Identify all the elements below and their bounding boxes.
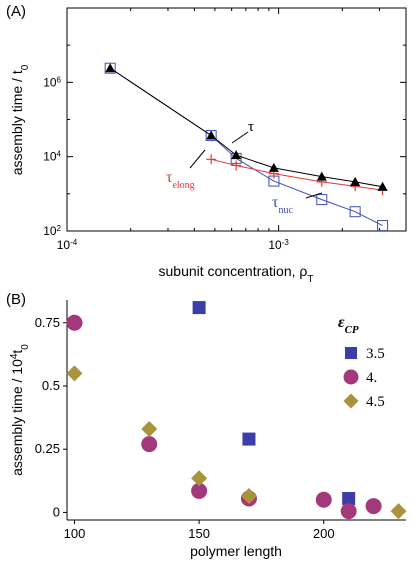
data-point-circle xyxy=(340,503,357,520)
series-line xyxy=(109,67,383,188)
data-point-triangle xyxy=(350,176,361,186)
data-point-diamond xyxy=(240,487,257,504)
data-point-circle xyxy=(365,498,382,515)
data-point-plus xyxy=(206,154,217,165)
data-point-square xyxy=(342,492,356,506)
data-point-triangle xyxy=(377,181,388,191)
panel-a-series xyxy=(104,62,389,232)
y-tick-label: 0.25 xyxy=(35,441,60,456)
data-point-diamond xyxy=(191,470,208,487)
data-point-square xyxy=(377,220,389,232)
panel-a-y-axis-label: assembly time / t0 xyxy=(9,64,31,175)
x-tick-label: 10-4 xyxy=(57,238,78,253)
y-tick-label: 0.5 xyxy=(42,378,60,393)
annotation-tau-nuc: τnuc xyxy=(272,194,293,216)
series-4. xyxy=(66,314,382,520)
panel-b: (B) assembly time / 104t0 polymer length… xyxy=(6,291,407,559)
annotation-tau-elong-leader xyxy=(189,149,206,169)
series-tau xyxy=(105,63,388,191)
data-point-circle xyxy=(315,491,332,508)
data-point-triangle xyxy=(206,130,217,140)
data-point-diamond xyxy=(66,365,83,382)
y-tick-label: 106 xyxy=(43,75,61,90)
panel-a-label: (A) xyxy=(6,3,26,20)
x-tick-label: 150 xyxy=(188,526,210,541)
panel-b-ticks: 100 150 200 0 0.25 0.5 0.75 xyxy=(35,315,335,541)
series-line xyxy=(109,67,383,227)
series-elong xyxy=(206,154,388,196)
x-tick-label: 100 xyxy=(64,526,86,541)
data-point-square xyxy=(349,206,361,218)
series-nuc xyxy=(104,62,389,232)
series-line xyxy=(211,158,383,191)
panel-b-x-axis-label: polymer length xyxy=(190,543,282,559)
series-4.5 xyxy=(66,365,407,520)
panel-b-series xyxy=(66,301,407,520)
legend-entry-label: 4.5 xyxy=(366,394,385,410)
data-point-triangle xyxy=(316,171,327,181)
annotation-tau-nuc-leader xyxy=(305,192,323,199)
data-point-plus xyxy=(231,160,242,171)
annotation-tau-leader xyxy=(231,131,249,144)
legend-title: εCP xyxy=(338,314,359,336)
data-point-circle xyxy=(191,482,208,499)
data-point-circle xyxy=(343,369,359,385)
data-point-triangle xyxy=(231,150,242,160)
data-point-diamond xyxy=(141,420,158,437)
panel-b-y-axis-label: assembly time / 104t0 xyxy=(9,344,31,476)
y-tick-label: 104 xyxy=(43,149,61,164)
data-point-triangle xyxy=(268,162,279,172)
y-tick-label: 0 xyxy=(53,504,60,519)
y-tick-label: 0.75 xyxy=(35,315,60,330)
panel-a: (A) assembly time / t0 subunit concentra… xyxy=(6,3,407,285)
data-point-square xyxy=(345,347,357,359)
data-point-diamond xyxy=(343,393,359,409)
panel-b-legend: εCP 3.5 4. 4.5 xyxy=(338,314,385,410)
data-point-square xyxy=(192,301,206,315)
data-point-square xyxy=(242,432,256,446)
panel-b-label: (B) xyxy=(6,291,26,308)
data-point-diamond xyxy=(390,503,407,520)
y-tick-label: 102 xyxy=(43,224,61,239)
legend-entry-label: 4. xyxy=(366,370,377,386)
legend-entry-label: 3.5 xyxy=(366,346,385,362)
panel-a-x-axis-label: subunit concentration, ρT xyxy=(159,263,314,285)
x-tick-label: 10-3 xyxy=(268,238,289,253)
data-point-triangle xyxy=(105,63,116,73)
panel-a-ticks: 10-4 10-3 102 104 106 xyxy=(43,7,407,253)
data-point-square xyxy=(316,194,328,206)
annotation-tau-elong: τelong xyxy=(166,169,195,191)
x-tick-label: 200 xyxy=(313,526,335,541)
annotation-tau: τ xyxy=(248,119,254,135)
data-point-circle xyxy=(141,436,158,453)
series-3.5 xyxy=(192,301,356,506)
panel-a-plot-frame xyxy=(66,7,407,232)
data-point-circle xyxy=(66,314,83,331)
